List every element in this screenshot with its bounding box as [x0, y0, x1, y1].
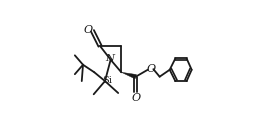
Text: N: N: [105, 54, 114, 63]
Polygon shape: [121, 72, 136, 79]
Text: O: O: [84, 25, 93, 35]
Text: O: O: [131, 93, 140, 103]
Text: Si: Si: [102, 76, 112, 85]
Text: O: O: [147, 64, 156, 74]
